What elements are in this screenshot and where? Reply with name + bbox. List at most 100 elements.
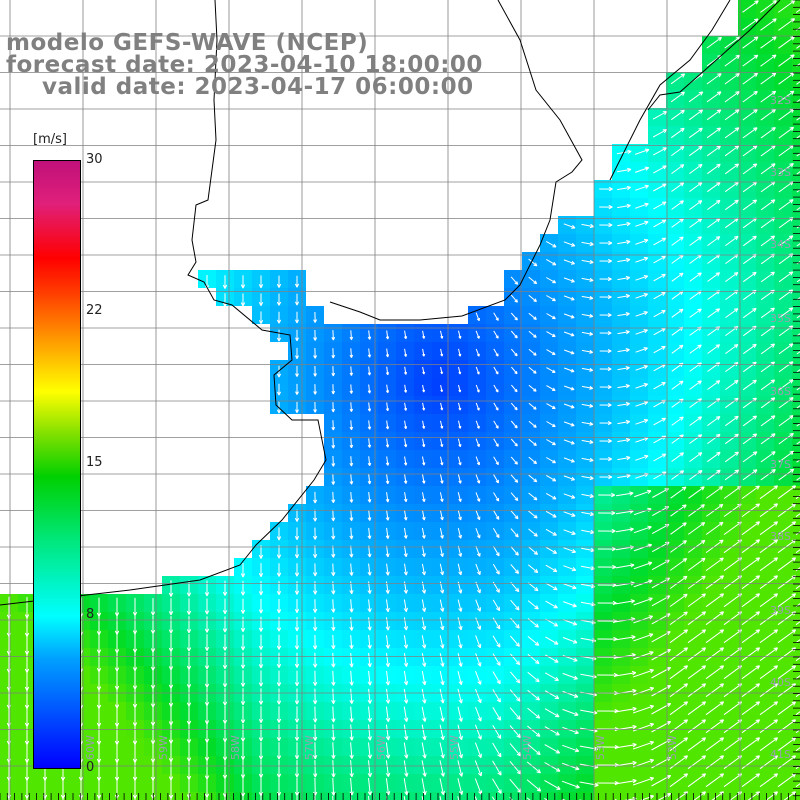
wind-arrow [705, 557, 724, 572]
wind-arrow [759, 557, 779, 572]
lat-label-40s: 40S [770, 676, 791, 689]
wind-arrow [796, 81, 800, 85]
wind-arrow [385, 706, 391, 723]
wind-arrow [778, 397, 794, 409]
wind-arrow [527, 689, 540, 701]
wind-arrow [742, 54, 759, 67]
wind-arrow [544, 708, 560, 718]
wind-arrow [687, 773, 707, 788]
wind-arrow [492, 671, 501, 685]
wind-arrow [312, 545, 318, 559]
wind-arrow [707, 380, 721, 390]
wind-arrow [528, 492, 538, 501]
wind-arrow [475, 366, 480, 375]
wind-arrow [403, 724, 409, 741]
wind-cell [792, 180, 800, 198]
wind-arrow [457, 796, 460, 800]
wind-arrow [403, 563, 408, 576]
wind-arrow [671, 344, 684, 354]
wind-arrow [546, 277, 557, 284]
wind-arrow [367, 688, 372, 704]
wind-arrow [295, 401, 299, 414]
wind-arrow [581, 277, 594, 282]
lat-label-33s: 33S [770, 166, 791, 179]
wind-arrow [544, 690, 560, 700]
lon-label-58w: 58W [229, 735, 242, 760]
wind-arrow [741, 575, 761, 590]
wind-arrow [669, 647, 689, 662]
wind-arrow [687, 647, 707, 662]
wind-arrow [795, 585, 800, 590]
wind-arrow [331, 688, 336, 705]
wind-arrow [510, 276, 519, 285]
wind-arrow [707, 272, 721, 282]
wind-arrow [599, 294, 612, 300]
wind-arrow [599, 456, 613, 462]
lat-label-32s: 32S [770, 94, 791, 107]
wind-arrow [689, 308, 702, 318]
wind-arrow [687, 557, 706, 571]
wind-cell [792, 720, 800, 738]
wind-arrow [367, 420, 372, 430]
wind-arrow [633, 615, 654, 624]
wind-arrow [796, 117, 800, 121]
wind-arrow [546, 313, 556, 320]
wind-arrow [493, 366, 499, 375]
wind-arrow [760, 199, 776, 211]
lon-label-53w: 53W [594, 735, 607, 760]
wind-arrow [724, 73, 740, 85]
wind-arrow [705, 665, 725, 680]
wind-arrow [511, 366, 518, 375]
wind-arrow [707, 398, 721, 409]
wind-arrow [475, 348, 480, 357]
wind-arrow [581, 259, 594, 264]
wind-arrow [492, 724, 502, 740]
wind-arrow [581, 241, 594, 247]
wind-arrow [599, 366, 612, 372]
wind-cell [792, 630, 800, 648]
wind-arrow [439, 599, 445, 612]
wind-cell [396, 792, 414, 800]
wind-arrow [527, 725, 541, 737]
wind-arrow [563, 313, 575, 319]
wind-arrow [331, 348, 336, 359]
wind-arrow [150, 633, 156, 653]
wind-arrow [599, 348, 612, 354]
wind-arrow [403, 742, 409, 759]
wind-arrow [760, 361, 776, 373]
wind-arrow [457, 760, 464, 777]
wind-arrow [458, 348, 462, 357]
wind-arrow [741, 647, 761, 662]
wind-cell [468, 792, 486, 800]
wind-cell [792, 504, 800, 522]
wind-arrow [796, 405, 800, 409]
wind-arrow [222, 723, 228, 743]
wind-arrow [458, 366, 462, 375]
wind-arrow [705, 539, 724, 554]
wind-arrow [581, 295, 594, 300]
wind-arrow [742, 36, 759, 49]
wind-arrow [688, 127, 703, 139]
wind-arrow [385, 688, 391, 704]
wind-arrow [312, 652, 318, 668]
wind-arrow [635, 184, 649, 191]
wind-arrow [546, 439, 556, 446]
colorbar-tick-0: 0 [86, 760, 95, 775]
wind-arrow [615, 563, 635, 569]
wind-arrow [724, 127, 740, 139]
wind-arrow [510, 402, 518, 411]
wind-arrow [475, 653, 482, 667]
wind-arrow [510, 420, 518, 429]
colorbar-tick-15: 15 [86, 455, 103, 470]
wind-arrow [312, 688, 318, 705]
wind-arrow [615, 599, 635, 605]
wind-arrow [422, 348, 426, 357]
wind-arrow [670, 522, 687, 535]
wind-arrow [742, 72, 759, 85]
wind-arrow [693, 791, 707, 800]
wind-arrow [385, 563, 390, 576]
wind-arrow [778, 54, 795, 67]
wind-arrow [562, 672, 578, 680]
wind-arrow [743, 343, 757, 355]
wind-arrow [742, 199, 758, 211]
